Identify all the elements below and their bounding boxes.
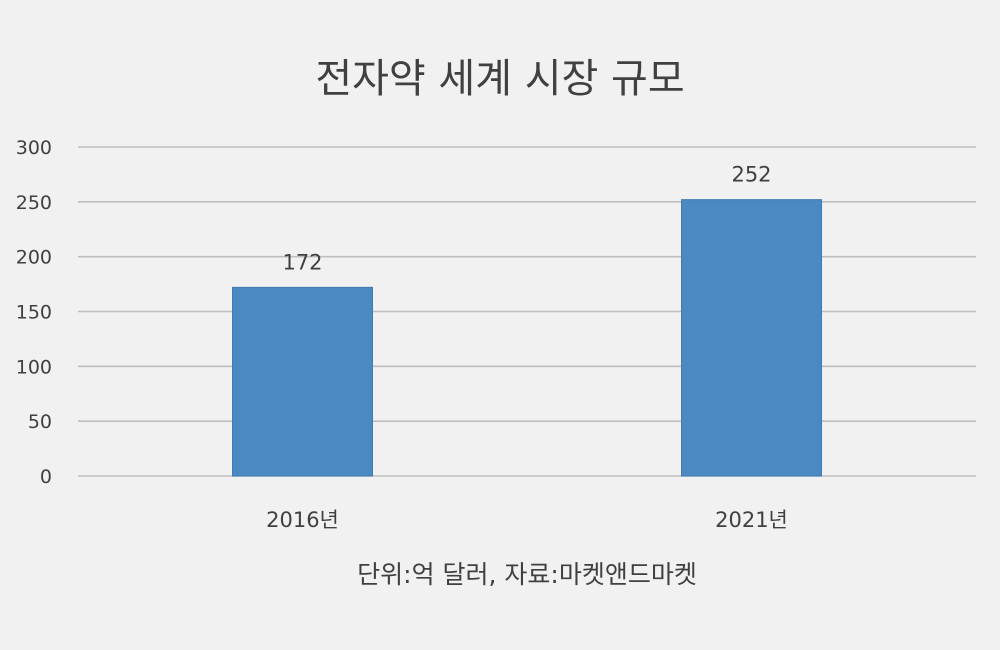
bar	[232, 286, 373, 477]
data-label: 252	[731, 163, 771, 187]
bars	[232, 199, 822, 477]
chart-footnote: 단위:억 달러, 자료:마켓앤드마켓	[357, 560, 697, 589]
y-tick-label: 200	[16, 247, 52, 269]
y-tick-label: 300	[16, 137, 52, 159]
data-label: 172	[282, 250, 322, 274]
y-tick-label: 50	[28, 411, 52, 433]
chart-title: 전자약 세계 시장 규모	[315, 56, 684, 102]
y-axis-ticks: 0 50 100 150 200 250 300	[16, 137, 52, 488]
y-tick-label: 150	[16, 302, 52, 324]
data-labels: 172 252	[282, 163, 771, 275]
y-tick-label: 250	[16, 192, 52, 214]
x-axis-categories: 2016년 2021년	[266, 508, 788, 532]
y-tick-label: 100	[16, 356, 52, 378]
x-category-label: 2016년	[266, 508, 339, 532]
gridlines	[78, 146, 976, 477]
bar	[681, 199, 822, 477]
x-category-label: 2021년	[715, 508, 788, 532]
y-tick-label: 0	[40, 466, 52, 488]
